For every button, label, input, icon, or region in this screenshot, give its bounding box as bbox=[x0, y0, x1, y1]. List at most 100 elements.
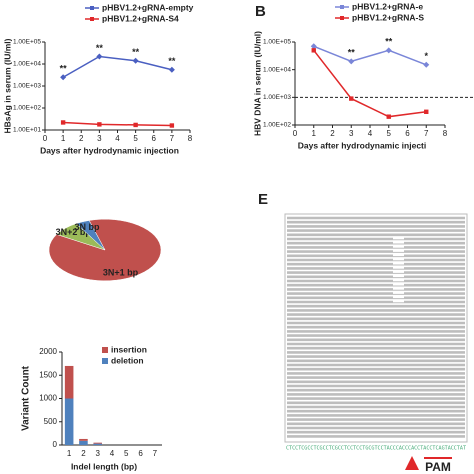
point bbox=[168, 66, 175, 73]
point bbox=[386, 114, 391, 119]
pam-label: PAM bbox=[425, 460, 451, 474]
legend-swatch bbox=[102, 347, 108, 353]
x-tick-label: 8 bbox=[188, 134, 193, 143]
slice-label: 3N bp bbox=[75, 222, 101, 232]
x-tick-label: 8 bbox=[443, 129, 448, 138]
point bbox=[132, 57, 139, 64]
x-tick-label: 5 bbox=[133, 134, 138, 143]
x-tick-label: 7 bbox=[424, 129, 429, 138]
x-tick-label: 2 bbox=[81, 449, 86, 458]
y-tick-label: 1000 bbox=[39, 394, 57, 403]
alignment-reads bbox=[287, 216, 465, 438]
cut-site-arrow bbox=[405, 456, 419, 470]
pie-slice bbox=[75, 220, 106, 251]
x-axis-title: Indel length (bp) bbox=[71, 461, 137, 471]
point bbox=[60, 74, 67, 81]
significance: ** bbox=[132, 47, 140, 57]
y-tick-label: 1.00E+02 bbox=[263, 122, 291, 129]
point bbox=[97, 122, 102, 127]
significance: ** bbox=[385, 37, 393, 47]
legend-label: pHBV1.2+gRNA-e bbox=[352, 1, 423, 11]
x-tick-label: 7 bbox=[153, 449, 158, 458]
series-line bbox=[313, 49, 427, 118]
bar-segment bbox=[79, 440, 88, 445]
point bbox=[133, 122, 138, 128]
x-axis-title: Days after hydrodynamic injecti bbox=[298, 140, 427, 150]
legend-marker bbox=[340, 5, 344, 9]
x-axis-title: Days after hydrodynamic injection bbox=[40, 145, 179, 155]
point bbox=[348, 58, 355, 65]
bar-segment bbox=[79, 438, 88, 441]
legend-label: pHBV1.2+gRNA-S4 bbox=[102, 13, 179, 23]
x-tick-label: 6 bbox=[152, 134, 157, 143]
y-tick-label: 1.00E+05 bbox=[13, 39, 41, 46]
x-tick-label: 2 bbox=[79, 134, 84, 143]
bar-segment bbox=[93, 443, 102, 445]
x-tick-label: 5 bbox=[124, 449, 129, 458]
bar-segment bbox=[93, 442, 102, 444]
x-tick-label: 1 bbox=[67, 449, 72, 458]
x-tick-label: 4 bbox=[115, 134, 120, 143]
x-tick-label: 7 bbox=[170, 134, 175, 143]
panel-label: E bbox=[258, 191, 268, 208]
legend-label: insertion bbox=[111, 344, 147, 354]
point bbox=[424, 109, 429, 114]
point bbox=[60, 120, 66, 125]
series-line bbox=[63, 121, 172, 127]
x-tick-label: 0 bbox=[43, 134, 48, 143]
x-tick-label: 6 bbox=[138, 449, 143, 458]
point bbox=[385, 47, 392, 54]
significance: ** bbox=[60, 64, 68, 74]
x-tick-label: 1 bbox=[312, 129, 317, 138]
y-tick-label: 0 bbox=[53, 440, 58, 449]
y-axis-title: Variant Count bbox=[21, 365, 32, 431]
x-tick-label: 3 bbox=[95, 449, 100, 458]
significance: * bbox=[424, 51, 428, 61]
bar-segment bbox=[64, 365, 74, 399]
legend-marker bbox=[90, 17, 94, 21]
y-tick-label: 1500 bbox=[39, 370, 57, 379]
legend-label: pHBV1.2+gRNA-empty bbox=[102, 2, 194, 12]
point bbox=[423, 61, 430, 68]
legend-swatch bbox=[102, 358, 108, 364]
legend-marker bbox=[90, 6, 94, 10]
point bbox=[349, 96, 354, 101]
point bbox=[311, 48, 316, 53]
y-axis-title: HBsAg in serum (IU/ml) bbox=[2, 38, 12, 133]
point bbox=[96, 53, 103, 60]
x-tick-label: 5 bbox=[387, 129, 392, 138]
series-line bbox=[62, 55, 173, 78]
sequence: CTCCTCGCCTCGCCTCGCCTCCTCCTGCGTCCTACCCACC… bbox=[286, 446, 466, 452]
x-tick-label: 2 bbox=[330, 129, 335, 138]
x-tick-label: 0 bbox=[293, 129, 298, 138]
x-tick-label: 3 bbox=[349, 129, 354, 138]
point bbox=[310, 43, 317, 50]
y-tick-label: 1.00E+04 bbox=[13, 61, 41, 68]
y-axis-title: HBV DNA in serum (IU/ml) bbox=[252, 31, 262, 136]
x-tick-label: 4 bbox=[368, 129, 373, 138]
y-tick-label: 1.00E+03 bbox=[13, 83, 41, 90]
significance: ** bbox=[168, 56, 176, 66]
legend-label: pHBV1.2+gRNA-S bbox=[352, 12, 424, 22]
x-tick-label: 3 bbox=[97, 134, 102, 143]
y-tick-label: 1.00E+02 bbox=[13, 105, 41, 112]
slice-label: 3N+2 bp bbox=[56, 227, 92, 237]
series-line bbox=[313, 45, 427, 66]
x-tick-label: 4 bbox=[110, 449, 115, 458]
panel-label: B bbox=[255, 3, 266, 20]
point bbox=[169, 123, 175, 128]
legend-label: deletion bbox=[111, 355, 144, 365]
legend-marker bbox=[340, 16, 344, 20]
x-tick-label: 6 bbox=[405, 129, 410, 138]
y-tick-label: 1.00E+01 bbox=[13, 127, 41, 134]
y-tick-label: 1.00E+04 bbox=[263, 66, 291, 73]
bar-segment bbox=[64, 398, 74, 445]
slice-label: 3N+1 bp bbox=[103, 267, 139, 277]
y-tick-label: 1.00E+05 bbox=[263, 39, 291, 46]
significance: ** bbox=[96, 43, 104, 53]
significance: ** bbox=[348, 48, 356, 58]
y-tick-label: 500 bbox=[44, 417, 58, 426]
y-tick-label: 1.00E+03 bbox=[263, 94, 291, 101]
